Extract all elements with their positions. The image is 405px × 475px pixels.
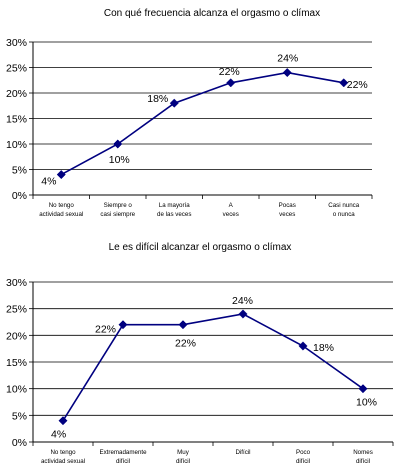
data-point <box>298 341 308 351</box>
series-line <box>60 71 344 176</box>
data-label: 18% <box>147 93 168 105</box>
data-point <box>226 78 236 88</box>
chart-2: Le es difícil alcanzar el orgasmo o clím… <box>6 242 394 465</box>
x-tick-label: Pocas veces <box>279 202 296 218</box>
data-point <box>238 309 248 319</box>
data-point <box>118 320 128 330</box>
chart-title: Le es difícil alcanzar el orgasmo o clím… <box>109 242 292 253</box>
data-label: 10% <box>356 397 377 409</box>
series-line <box>62 313 364 422</box>
data-label: 24% <box>232 295 253 307</box>
data-point <box>56 170 66 180</box>
y-tick-label: 10% <box>6 139 27 151</box>
y-tick-label: 15% <box>6 357 27 369</box>
data-label: 22% <box>95 324 116 336</box>
data-point <box>178 320 188 330</box>
data-label: 22% <box>347 79 368 91</box>
data-label: 18% <box>313 342 334 354</box>
x-tick-label: No tengo actividad sexual <box>41 449 85 465</box>
y-tick-label: 30% <box>6 277 27 289</box>
x-tick-label: Nomes difícil <box>353 449 373 465</box>
x-tick-label: No tengo actividad sexual <box>39 202 83 218</box>
x-tick-label: Muy difícil <box>176 449 190 465</box>
x-tick-label: La mayoría de las veces <box>157 202 191 218</box>
data-label: 4% <box>51 429 66 441</box>
chart-title: Con qué frecuencia alcanza el orgasmo o … <box>104 8 320 19</box>
y-tick-label: 5% <box>12 165 27 177</box>
y-tick-label: 10% <box>6 384 27 396</box>
y-tick-label: 0% <box>12 190 27 202</box>
data-point <box>358 384 368 394</box>
x-tick-label: Difícil <box>235 449 250 456</box>
y-tick-label: 5% <box>12 410 27 422</box>
y-tick-label: 15% <box>6 114 27 126</box>
data-point <box>113 139 123 149</box>
y-tick-label: 25% <box>6 63 27 75</box>
data-label: 24% <box>277 53 298 65</box>
x-tick-label: Siempre o casi siempre <box>100 202 135 218</box>
y-tick-label: 30% <box>6 37 27 49</box>
data-point <box>169 98 179 108</box>
data-label: 10% <box>109 154 130 166</box>
data-label: 22% <box>175 338 196 350</box>
data-label: 4% <box>41 176 56 188</box>
y-tick-label: 25% <box>6 304 27 316</box>
data-point <box>282 68 292 78</box>
chart-1: Con qué frecuencia alcanza el orgasmo o … <box>6 8 373 218</box>
data-point <box>58 416 68 426</box>
y-tick-label: 20% <box>6 88 27 100</box>
data-label: 22% <box>219 66 240 78</box>
x-tick-label: Casi nunca o nunca <box>328 202 360 218</box>
y-tick-label: 20% <box>6 330 27 342</box>
x-tick-label: Extremadamente difícil <box>99 449 147 465</box>
x-tick-label: Poco difícil <box>296 449 311 465</box>
y-tick-label: 0% <box>12 437 27 449</box>
data-point <box>339 78 349 88</box>
